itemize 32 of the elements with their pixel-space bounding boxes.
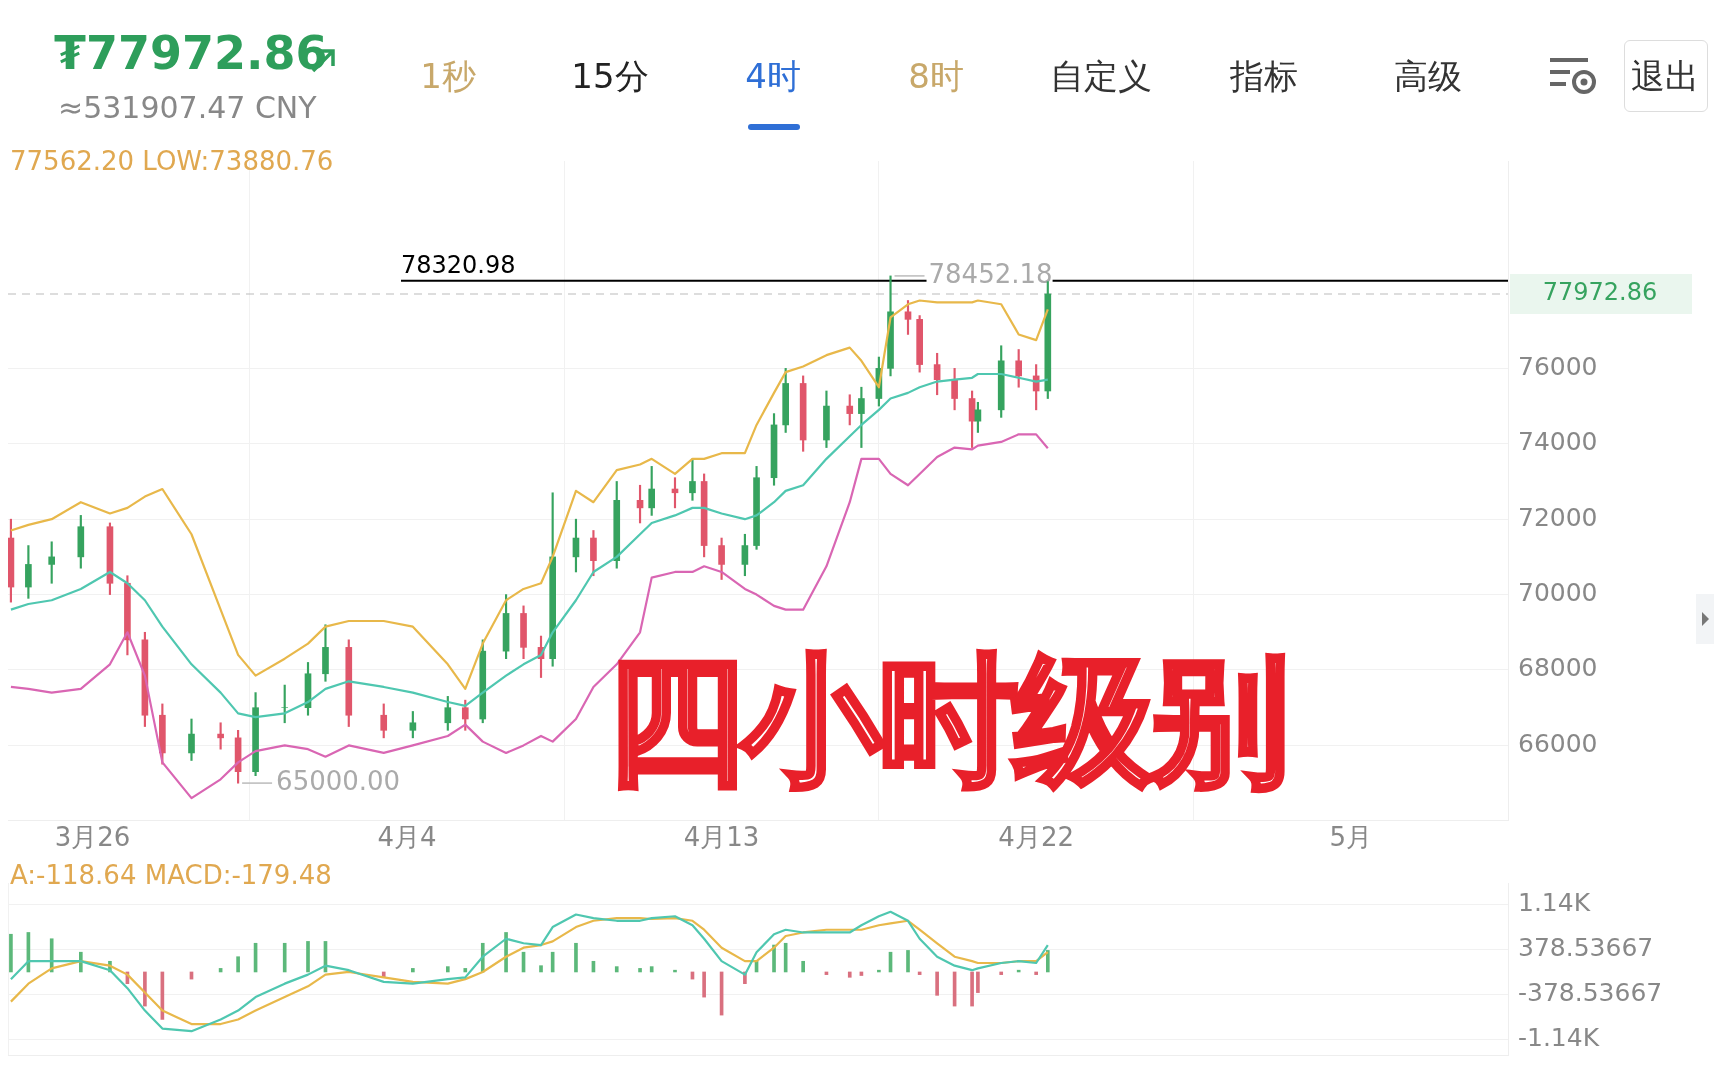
ref-line-label: 78320.98	[401, 251, 516, 280]
y-tick-label: -378.53667	[1518, 977, 1663, 1007]
y-tick-label: 70000	[1518, 578, 1598, 608]
annotation: 65000.00	[276, 765, 401, 796]
ref-line-label: 77972.86	[1542, 278, 1658, 307]
text: 8时	[907, 55, 965, 98]
x-tick-label: 3月26	[54, 822, 131, 853]
y-tick-label: 72000	[1518, 502, 1598, 532]
annotation: 77562.20 LOW:73880.76	[10, 146, 334, 176]
y-tick-label: -1.14K	[1518, 1023, 1600, 1053]
text: 指标	[1229, 55, 1299, 98]
text: 1秒	[419, 55, 477, 98]
annotation: 四小时级别	[606, 638, 1286, 804]
text: 4时	[744, 55, 802, 98]
text: 高级	[1393, 55, 1463, 98]
text: 自定义	[1049, 55, 1153, 98]
annotation: 78452.18	[928, 258, 1053, 289]
y-tick-label: 68000	[1518, 653, 1598, 683]
y-tick-label: 66000	[1518, 728, 1598, 758]
x-tick-label: 5月	[1329, 822, 1372, 853]
text: ₮77972.86	[54, 26, 328, 80]
x-tick-label: 4月4	[377, 822, 437, 853]
y-tick-label: 76000	[1518, 351, 1598, 381]
text: 退出	[1624, 40, 1708, 112]
text: ≈531907.47 CNY	[58, 90, 317, 125]
x-tick-label: 4月13	[683, 822, 760, 853]
annotation: A:-118.64 MACD:-179.48	[10, 860, 332, 890]
y-tick-label: 378.53667	[1518, 933, 1654, 963]
text: 15分	[570, 55, 650, 98]
y-tick-label: 1.14K	[1518, 887, 1591, 917]
y-tick-label: 74000	[1518, 427, 1598, 457]
x-tick-label: 4月22	[998, 822, 1074, 853]
